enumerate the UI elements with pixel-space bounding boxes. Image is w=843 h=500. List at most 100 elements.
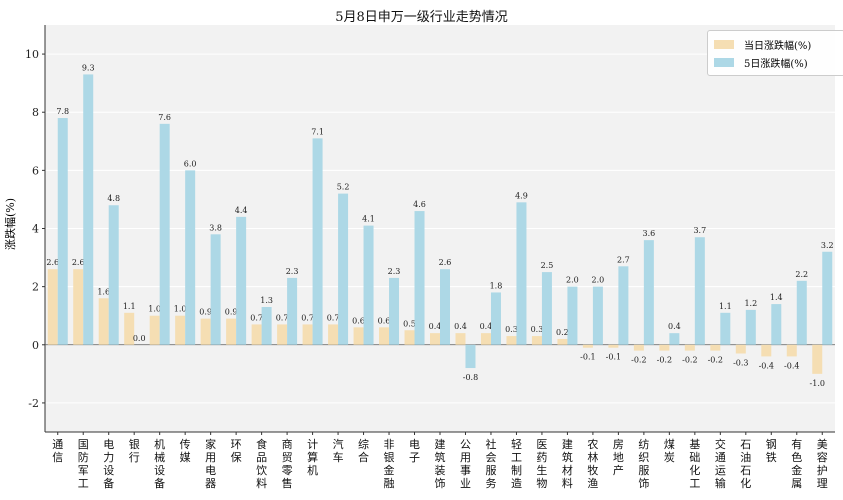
legend-label: 5日涨跌幅(%) [744,58,808,70]
x-tick-label: 医药生物 [536,438,547,490]
five-day-bar [465,344,476,369]
five-day-bar [592,286,603,345]
daily-value-label: 0.4 [480,322,493,331]
daily-value-label: 1.0 [148,305,161,314]
five-day-bar [567,286,578,345]
five-day-value-label: 4.6 [413,200,426,209]
five-day-value-label: 7.1 [311,127,324,136]
x-tick-label: 机械设备 [154,437,165,490]
daily-bar [455,333,466,345]
daily-bar [812,344,823,374]
legend-swatch [714,39,734,49]
daily-bar [98,298,109,345]
daily-bar [786,344,797,357]
daily-value-label: -0.1 [606,353,621,362]
x-tick-label: 轻工制造 [511,437,522,490]
daily-bar [633,344,644,351]
x-tick-label: 电力设备 [103,438,114,490]
five-day-value-label: 6.0 [184,159,197,168]
daily-bar [582,344,593,348]
five-day-value-label: 2.0 [566,276,579,285]
five-day-value-label: 4.9 [515,191,528,200]
x-tick-label: 煤炭 [664,438,675,464]
daily-bar [659,344,670,351]
y-tick-label: 6 [32,164,39,177]
five-day-bar [745,309,756,345]
five-day-value-label: 1.4 [770,293,783,302]
daily-value-label: 0.5 [403,319,416,328]
five-day-value-label: 2.6 [439,258,452,267]
daily-value-label: 0.7 [250,313,263,322]
five-day-value-label: 2.2 [795,270,808,279]
daily-value-label: -0.2 [708,356,723,365]
five-day-value-label: 5.2 [337,183,350,192]
daily-bar [735,344,746,354]
five-day-value-label: 1.2 [744,299,757,308]
daily-bar [277,324,288,345]
legend-label: 当日涨跌幅(%) [744,40,812,52]
x-tick-label: 建筑装饰 [435,437,446,490]
five-day-value-label: 0.0 [133,334,146,343]
x-tick-label: 商贸零售 [282,437,293,490]
y-tick-label: 10 [25,48,39,61]
five-day-bar [694,237,705,345]
daily-value-label: 1.6 [97,287,110,296]
daily-value-label: 2.6 [46,258,59,267]
x-tick-label: 汽车 [333,437,344,464]
daily-value-label: -0.1 [580,353,595,362]
y-tick-label: 2 [32,281,39,294]
five-day-value-label: 1.1 [719,302,732,311]
five-day-value-label: 0.4 [668,322,681,331]
five-day-value-label: 2.3 [286,267,299,276]
legend: 当日涨跌幅(%) 5日涨跌幅(%) [707,30,843,76]
daily-bar [531,336,542,345]
five-day-bar [618,266,629,345]
five-day-bar [312,138,323,345]
five-day-value-label: 4.1 [362,215,375,224]
x-tick-label: 家用电器 [205,437,216,490]
daily-value-label: 0.7 [276,313,289,322]
x-tick-label: 通信 [52,438,63,464]
five-day-bar [210,234,221,345]
daily-bar [73,269,84,345]
x-tick-label: 基础化工 [689,438,700,490]
x-tick-label: 纺织服饰 [638,437,649,490]
daily-value-label: 0.9 [199,308,212,317]
daily-value-label: 0.4 [429,322,442,331]
daily-bar [480,333,491,345]
x-tick-label: 环保 [231,438,242,464]
five-day-value-label: -0.8 [463,373,478,382]
daily-value-label: 2.6 [72,258,85,267]
five-day-value-label: 4.4 [235,206,248,215]
daily-bar [608,344,619,348]
daily-bar [251,324,262,345]
x-tick-label: 综合 [358,437,369,464]
daily-bar [47,269,58,345]
five-day-bar [338,193,349,345]
daily-value-label: -0.2 [631,356,646,365]
daily-bar [175,315,186,345]
five-day-bar [261,306,272,345]
daily-bar [684,344,695,351]
y-tick-label: 8 [32,106,39,119]
daily-value-label: 1.0 [174,305,187,314]
five-day-value-label: 9.3 [82,63,95,72]
five-day-bar [796,280,807,345]
five-day-bar [720,312,731,345]
five-day-value-label: 4.8 [107,194,120,203]
daily-value-label: 0.3 [531,325,544,334]
five-day-value-label: 2.3 [388,267,401,276]
five-day-value-label: 2.7 [617,255,630,264]
daily-bar [124,312,135,345]
y-tick-label: 4 [32,223,39,236]
five-day-value-label: 2.0 [592,276,605,285]
five-day-value-label: 3.8 [209,223,222,232]
legend-swatch [714,57,734,67]
five-day-value-label: 2.5 [541,261,554,270]
y-tick-label: -2 [28,397,39,410]
x-tick-label: 电子 [409,438,420,464]
five-day-value-label: 3.7 [693,226,706,235]
daily-bar [557,338,568,345]
